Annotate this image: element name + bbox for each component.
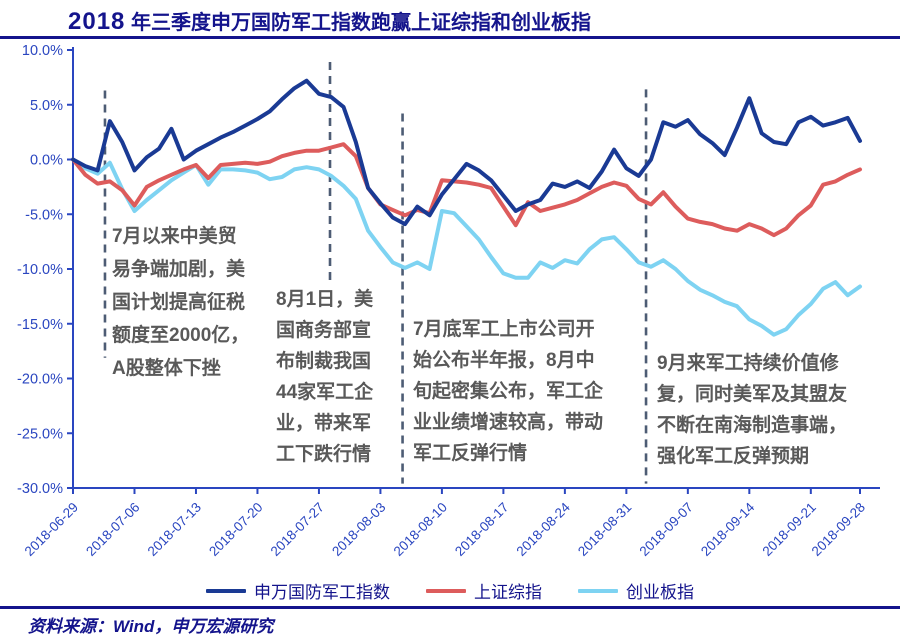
- svg-text:2018-09-07: 2018-09-07: [637, 500, 696, 559]
- annotation-earnings: 7月底军工上市公司开 始公布半年报，8月中 旬起密集公布，军工企 业业绩增速较高…: [413, 319, 604, 464]
- svg-text:2018-07-13: 2018-07-13: [145, 500, 204, 559]
- legend-label-chinext: 创业板指: [626, 583, 694, 602]
- title-divider: [0, 36, 900, 39]
- footer-divider: [0, 606, 900, 609]
- svg-text:2018-07-20: 2018-07-20: [206, 500, 265, 559]
- chart-title-text: 年三季度申万国防军工指数跑赢上证综指和创业板指: [125, 12, 591, 34]
- legend-item-chinext: 创业板指: [578, 578, 694, 603]
- svg-text:2018-08-10: 2018-08-10: [391, 500, 450, 559]
- svg-text:-15.0%: -15.0%: [17, 317, 63, 333]
- chart-legend: 申万国防军工指数 上证综指 创业板指: [0, 578, 900, 603]
- svg-text:2018-08-17: 2018-08-17: [452, 500, 511, 559]
- legend-line-swatch-shanghai: [426, 588, 466, 593]
- legend-line-swatch-chinext: [578, 588, 618, 593]
- legend-label-defense: 申万国防军工指数: [254, 583, 390, 602]
- svg-text:10.0%: 10.0%: [22, 43, 63, 59]
- chart-title: 2018 年三季度申万国防军工指数跑赢上证综指和创业板指: [68, 6, 591, 36]
- svg-text:2018-08-03: 2018-08-03: [329, 500, 388, 559]
- svg-text:2018-08-31: 2018-08-31: [575, 500, 634, 559]
- svg-text:2018-07-27: 2018-07-27: [268, 500, 327, 559]
- legend-item-defense-index: 申万国防军工指数: [206, 578, 390, 603]
- legend-label-shanghai: 上证综指: [474, 583, 542, 602]
- svg-text:-25.0%: -25.0%: [17, 426, 63, 442]
- svg-text:-30.0%: -30.0%: [17, 481, 63, 497]
- chart-title-year: 2018: [68, 8, 126, 35]
- annotation-september-recovery: 9月来军工持续价值修 复，同时美军及其盟友 不断在南海制造事端， 强化军工反弹预…: [657, 353, 848, 467]
- svg-text:2018-09-28: 2018-09-28: [809, 500, 868, 559]
- legend-item-shanghai-composite: 上证综指: [426, 578, 542, 603]
- annotation-trade-war: 7月以来中美贸 易争端加剧，美 国计划提高征税 额度至2000亿， A股整体下挫: [112, 226, 250, 379]
- svg-text:2018-07-06: 2018-07-06: [83, 500, 142, 559]
- svg-text:2018-09-14: 2018-09-14: [698, 499, 758, 559]
- svg-text:-10.0%: -10.0%: [17, 262, 63, 278]
- legend-line-swatch-defense: [206, 588, 246, 593]
- annotation-sanctions: 8月1日，美 国商务部宣 布制裁我国 44家军工企 业，带来军 工下跌行情: [276, 289, 374, 465]
- svg-text:-5.0%: -5.0%: [25, 207, 63, 223]
- svg-text:-20.0%: -20.0%: [17, 372, 63, 388]
- svg-text:2018-06-29: 2018-06-29: [22, 500, 81, 559]
- svg-text:5.0%: 5.0%: [30, 98, 63, 114]
- data-source-note: 资料来源：Wind，申万宏源研究: [28, 617, 274, 636]
- svg-text:0.0%: 0.0%: [30, 153, 63, 169]
- svg-text:2018-08-24: 2018-08-24: [514, 499, 574, 559]
